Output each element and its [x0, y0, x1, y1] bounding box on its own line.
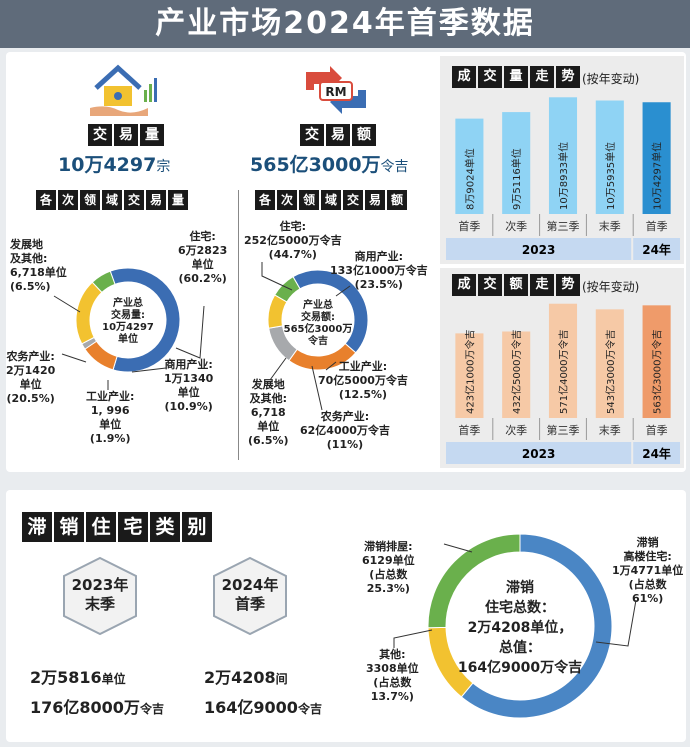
value-trend-tick-label: 末季	[599, 423, 621, 437]
value-heading: 交 易 额	[300, 124, 376, 146]
value-trend-value-label: 571亿4000万令吉	[557, 329, 570, 414]
volume-label-agricultural: 农务产业: 2万1420 单位 (20.5%)	[6, 350, 56, 405]
value-trend-bar	[642, 305, 671, 418]
value-trend-tick-label: 首季	[458, 423, 480, 437]
value-trend-tick-label: 首季	[646, 423, 668, 437]
volume-donut-slice	[109, 268, 180, 372]
value-trend-tick-label: 第三季	[547, 423, 580, 437]
page-title: 产业市场2024年首季数据	[0, 0, 690, 48]
svg-text:RM: RM	[325, 85, 346, 99]
volume-label-development: 发展地 及其他: 6,718单位 (6.5%)	[10, 238, 67, 293]
unsold-heading: 滞 销 住 宅 类 别	[22, 512, 212, 542]
volume-trend-tick-label: 首季	[646, 219, 668, 233]
volume-trend-tick-label: 首季	[458, 219, 480, 233]
volume-label-residential: 住宅: 6万2823 单位 (60.2%)	[178, 230, 228, 285]
volume-donut-slice	[91, 270, 116, 294]
volume-trend-value-label: 10万4297单位	[651, 142, 664, 210]
volume-heading: 交 易 量	[88, 124, 164, 146]
value-donut	[268, 270, 368, 370]
volume-donut	[76, 268, 180, 372]
rm-arrows-icon: RM	[306, 66, 366, 114]
volume-trend-title: 成 交 量 走 势	[452, 66, 580, 88]
unsold-donut-slice	[460, 534, 612, 718]
unsold-leader-lines	[393, 543, 637, 648]
section-divider	[238, 190, 239, 460]
value-trend-value-label: 563亿3000万令吉	[651, 329, 664, 414]
value-total: 565亿3000万令吉	[250, 154, 409, 176]
unsold-donut-center: 滞销 住宅总数： 2万4208单位， 总值： 164亿9000万令吉	[457, 580, 583, 676]
volume-label-industrial: 工业产业: 1, 996 单位 (1.9%)	[86, 390, 135, 445]
unsold-label-high: 滞销 高楼住宅: 1万4771单位 (占总数 61%)	[612, 536, 684, 605]
value-trend-subtitle: (按年变动)	[582, 280, 640, 294]
value-donut-center: 产业总 交易额: 565亿3000万 令吉	[283, 300, 353, 347]
volume-trend-year-label: 2023	[522, 243, 555, 257]
value-trend-year-band	[633, 442, 680, 464]
volume-trend-year-label: 24年	[642, 242, 671, 257]
volume-label-commercial: 商用产业: 1万1340 单位 (10.9%)	[164, 358, 214, 413]
value-trend-bar	[502, 331, 531, 418]
value-label-agricultural: 农务产业: 62亿4000万令吉 (11%)	[300, 410, 390, 451]
volume-trend-bar	[595, 100, 624, 214]
value-leader-lines	[261, 262, 351, 411]
period1-label: 2023年 末季	[71, 576, 129, 613]
volume-sector-heading: 各 次 领 域 交 易 量	[36, 190, 188, 210]
unsold-donut-slice	[428, 534, 521, 629]
unsold-donut	[428, 534, 612, 718]
volume-donut-center: 产业总 交易量: 10万4297 单位	[102, 298, 154, 345]
period2-label: 2024年 首季	[221, 576, 279, 613]
volume-trend-value-label: 10万5935单位	[604, 142, 617, 210]
value-trend-title: 成 交 额 走 势	[452, 274, 580, 296]
volume-trend-year-band	[446, 238, 632, 260]
volume-trend-value-label: 8万9024单位	[463, 148, 476, 210]
value-label-residential: 住宅: 252亿5000万令吉 (44.7%)	[244, 220, 342, 261]
period1-badge	[63, 556, 137, 636]
volume-trend-bar	[548, 97, 578, 214]
value-sector-heading: 各 次 领 域 交 易 额	[255, 190, 407, 210]
volume-trend-bar	[502, 112, 531, 214]
volume-trend-tick-label: 次季	[505, 219, 527, 233]
value-trend-tick-label: 次季	[505, 423, 527, 437]
value-trend-bar	[548, 303, 578, 418]
value-trend-bar	[455, 333, 484, 418]
volume-trend-subtitle: (按年变动)	[582, 72, 640, 86]
volume-trend-bar	[455, 118, 484, 214]
value-label-industrial: 工业产业: 70亿5000万令吉 (12.5%)	[318, 360, 408, 401]
period1-units: 2万5816单位	[30, 668, 126, 687]
volume-trend-value-label: 10万8933单位	[557, 142, 570, 210]
period1-value: 176亿8000万令吉	[30, 698, 164, 717]
period2-units: 2万4208间	[204, 668, 288, 687]
volume-trend-tick-label: 末季	[599, 219, 621, 233]
volume-total: 10万4297宗	[58, 154, 171, 176]
value-trend-value-label: 432亿5000万令吉	[510, 329, 523, 414]
volume-trend-year-band	[633, 238, 680, 260]
value-trend-year-label: 24年	[642, 446, 671, 461]
value-trend-value-label: 543亿3000万令吉	[604, 329, 617, 414]
house-hand-icon	[90, 64, 157, 116]
value-label-commercial: 商用产业: 133亿1000万令吉 (23.5%)	[330, 250, 428, 291]
period2-badge	[213, 556, 287, 636]
value-trend-value-label: 423亿1000万令吉	[463, 329, 476, 414]
volume-leader-lines	[53, 295, 205, 390]
value-trend-year-band	[446, 442, 632, 464]
volume-trend-tick-label: 第三季	[547, 219, 580, 233]
value-label-development: 发展地 及其他: 6,718 单位 (6.5%)	[248, 378, 289, 447]
value-donut-slice	[274, 276, 301, 303]
volume-trend-value-label: 9万5116单位	[510, 148, 523, 210]
unsold-label-other: 其他: 3308单位 (占总数 13.7%)	[366, 648, 419, 703]
volume-trend-bar	[642, 102, 671, 214]
period2-value: 164亿9000令吉	[204, 698, 322, 717]
unsold-label-row: 滞销排屋: 6129单位 (占总数 25.3%)	[362, 540, 415, 595]
value-trend-year-label: 2023	[522, 447, 555, 461]
value-trend-bar	[595, 309, 624, 418]
